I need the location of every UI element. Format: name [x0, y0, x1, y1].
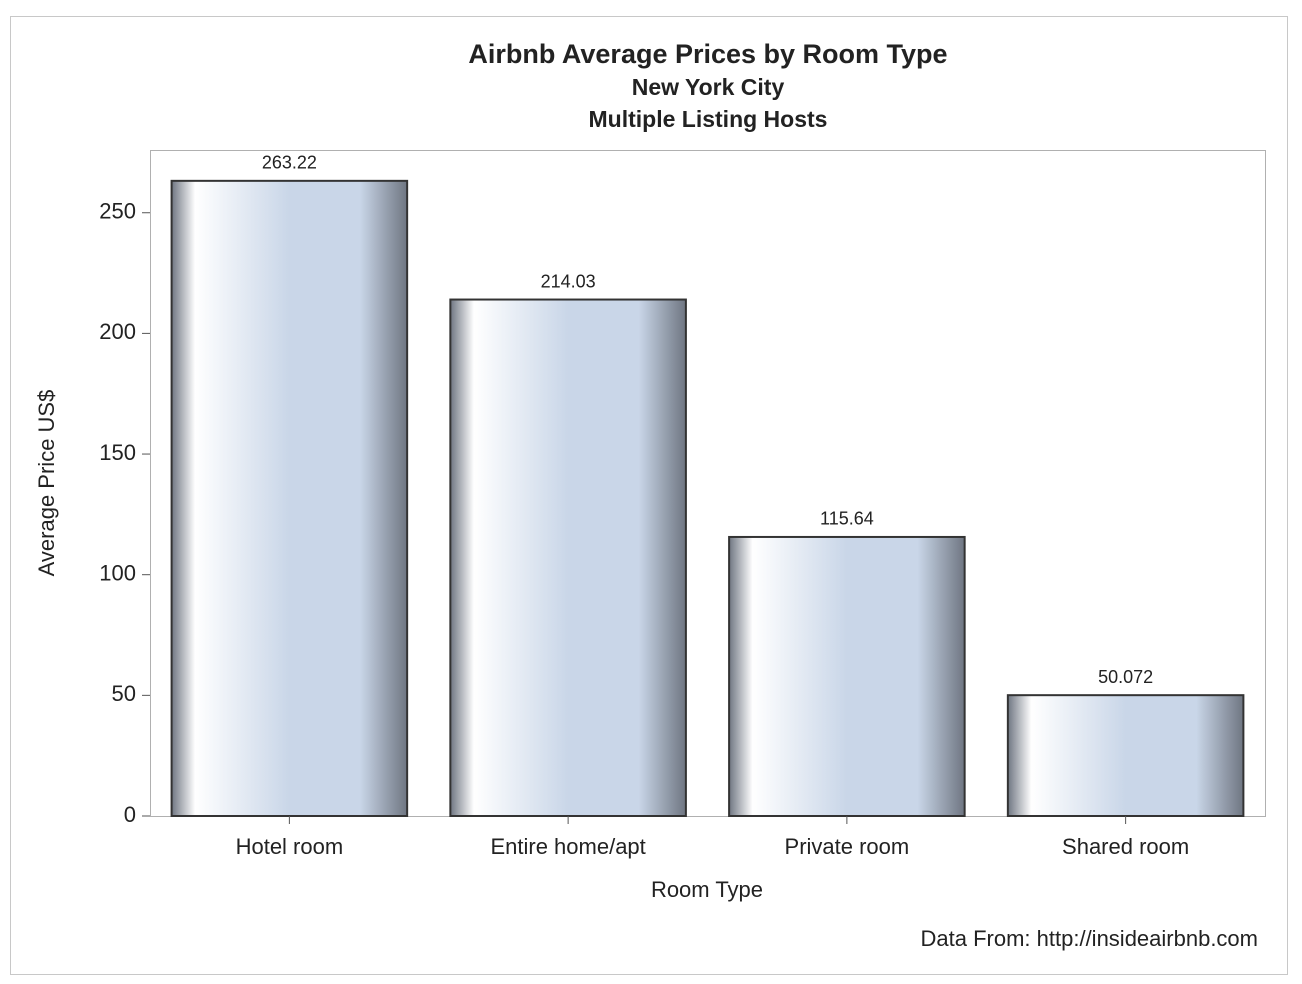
y-tick-label: 50: [112, 681, 136, 706]
bar: [170, 179, 409, 818]
value-label: 214.03: [541, 271, 596, 291]
y-tick-label: 200: [99, 319, 136, 344]
y-tick-label: 250: [99, 199, 136, 224]
y-axis-label: Average Price US$: [34, 390, 59, 577]
x-tick-label: Entire home/apt: [490, 834, 645, 859]
chart-subtitle: Multiple Listing Hosts: [589, 106, 828, 132]
x-tick-label: Shared room: [1062, 834, 1189, 859]
bar: [449, 298, 687, 817]
x-tick-label: Private room: [785, 834, 910, 859]
footnote: Data From: http://insideairbnb.com: [921, 926, 1258, 951]
x-tick-label: Hotel room: [236, 834, 344, 859]
y-tick-label: 100: [99, 561, 136, 586]
chart-title: Airbnb Average Prices by Room Type: [468, 39, 947, 69]
chart-subtitle: New York City: [632, 74, 785, 100]
y-tick-label: 150: [99, 440, 136, 465]
value-label: 263.22: [262, 153, 317, 173]
value-label: 50.072: [1098, 667, 1153, 687]
x-axis-label: Room Type: [651, 877, 763, 902]
value-label: 115.64: [820, 509, 874, 529]
bar: [1006, 694, 1245, 817]
y-tick-label: 0: [124, 802, 136, 827]
bar: [728, 535, 966, 817]
plot-frame: [150, 150, 1266, 817]
